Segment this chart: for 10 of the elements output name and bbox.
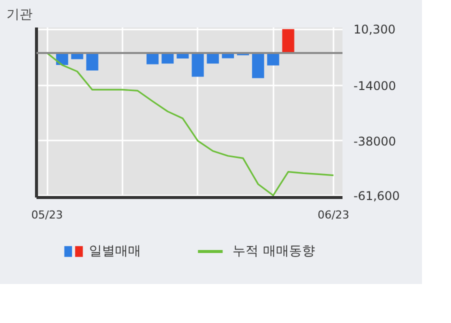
legend-label: 일별매매	[89, 244, 142, 259]
y-tick-label: -14000	[354, 78, 396, 93]
y-tick-label: -61,600	[354, 188, 400, 203]
x-tick-label: 05/23	[31, 208, 63, 222]
legend-label: 누적 매매동향	[232, 244, 315, 259]
y-tick-label: -38000	[354, 134, 396, 148]
chart-title: 기관	[6, 8, 32, 22]
x-tick-label: 06/23	[318, 208, 350, 222]
y-tick-label: 10,300	[354, 22, 396, 37]
line-series	[46, 52, 334, 196]
